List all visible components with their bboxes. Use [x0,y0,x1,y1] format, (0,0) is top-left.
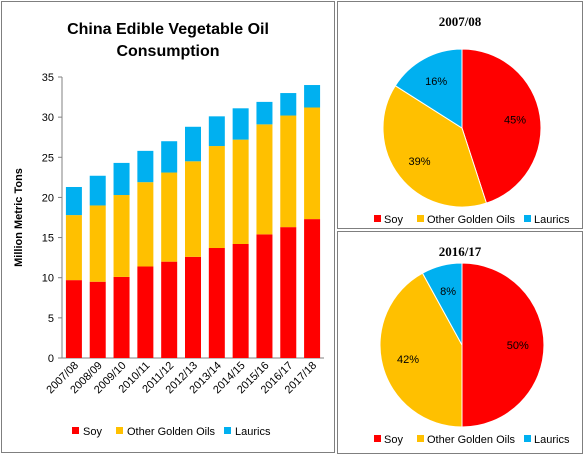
legend-label: Soy [384,214,403,226]
bar-laurics-segment [304,85,321,108]
legend-swatch [417,435,424,442]
pie-slice-laurics [394,48,463,129]
legend-label: Other Golden Oils [427,434,516,446]
y-tick-label: 35 [42,72,54,84]
bar-laurics-segment [65,186,82,216]
bar-soy-segment [304,219,321,358]
chart-title-line-2: Consumption [116,43,219,60]
bar-soy-segment [208,248,225,358]
bar-laurics-segment [232,108,249,140]
legend-swatch [116,427,123,434]
legend-swatch [224,427,231,434]
bar-other-golden-oils-segment [185,161,201,257]
bar-other-golden-oils-segment [256,124,273,235]
y-tick-label: 10 [42,273,54,285]
legend-swatch [417,215,424,222]
chart-title-line-1: China Edible Vegetable Oil [67,21,269,38]
y-tick-label: 15 [42,233,54,245]
bar-laurics-segment [280,93,297,116]
legend-swatch [374,215,381,222]
pie-chart-2007: 2007/08 45% 39% 16% Soy Other Golden Oils Laur… [374,14,570,226]
bar-other-golden-oils-segment [208,146,225,249]
bar-soy-segment [185,256,201,358]
pie-chart-2007-panel: 2007/08 45% 39% 16% Soy Other Golden Oils Laur… [337,1,583,229]
bar-other-golden-oils-segment [280,115,297,228]
bar-other-golden-oils-segment [89,205,106,282]
y-tick-label: 0 [48,353,54,365]
pie-data-label: 8% [440,286,456,298]
bar-soy-segment [161,261,178,358]
bar-soy-segment [113,276,130,358]
bar-laurics-segment [185,126,201,162]
pie-data-label: 45% [504,115,526,127]
pie-chart-2016-panel: 2016/17 50% 42% 8% Soy Other Golden Oils Lauri… [337,231,583,454]
y-tick-label: 20 [42,192,54,204]
legend-label: Other Golden Oils [127,426,216,438]
pie-slice-soy [461,48,542,204]
bar-other-golden-oils-segment [161,172,178,262]
bar-soy-segment [89,281,106,358]
bar-laurics-segment [89,175,106,206]
bar-chart: China Edible Vegetable Oil Consumption Mil… [13,21,324,438]
bar-other-golden-oils-segment [232,139,249,244]
legend-label: Other Golden Oils [427,214,516,226]
y-tick-label: 5 [48,313,54,325]
legend-swatch [524,435,531,442]
pie-slice-laurics [421,262,463,346]
y-tick-label: 30 [42,112,54,124]
pie-chart-2016: 2016/17 50% 42% 8% Soy Other Golden Oils Lauri… [374,244,570,446]
pie-data-label: 50% [507,340,529,352]
bar-soy-segment [232,243,249,358]
legend-swatch [524,215,531,222]
bar-soy-segment [280,227,297,358]
bar-other-golden-oils-segment [137,182,154,267]
bar-laurics-segment [161,141,178,173]
bar-other-golden-oils-segment [65,215,82,281]
pie-data-label: 16% [425,76,447,88]
bar-chart-panel: China Edible Vegetable Oil Consumption Mil… [1,1,335,453]
legend-label: Laurics [534,434,570,446]
pie-title: 2007/08 [439,14,482,29]
pie-slice-other-golden-oils [379,272,463,428]
pie-title: 2016/17 [439,244,482,259]
legend-label: Laurics [534,214,570,226]
y-tick-label: 25 [42,152,54,164]
legend-label: Laurics [235,426,271,438]
bar-laurics-segment [113,162,130,196]
bar-soy-segment [65,280,82,358]
pie-data-label: 39% [409,156,431,168]
bar-soy-segment [256,234,273,358]
y-axis-label: Million Metric Tons [13,168,25,267]
legend-label: Soy [384,434,403,446]
legend-swatch [374,435,381,442]
bar-other-golden-oils-segment [304,107,321,220]
bar-other-golden-oils-segment [113,195,130,277]
legend-swatch [72,427,79,434]
bar-laurics-segment [137,150,154,183]
pie-data-label: 42% [397,354,419,366]
pie-slice-soy [461,262,545,428]
bar-soy-segment [137,266,154,358]
pie-slice-other-golden-oils [382,84,488,208]
legend-label: Soy [83,426,102,438]
bar-laurics-segment [208,116,225,147]
bar-laurics-segment [256,101,273,125]
